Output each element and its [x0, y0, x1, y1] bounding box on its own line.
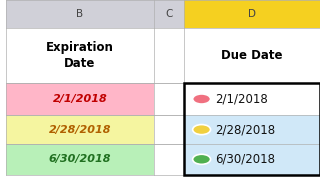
Text: B: B	[76, 9, 84, 19]
Bar	[184, 115, 320, 144]
Circle shape	[193, 94, 211, 104]
Bar	[184, 83, 320, 115]
Bar	[154, 0, 184, 28]
Bar	[154, 144, 184, 175]
Bar	[184, 144, 320, 175]
Bar	[6, 115, 154, 144]
Bar	[154, 83, 184, 115]
Text: 6/30/2018: 6/30/2018	[215, 153, 275, 166]
Text: 2/1/2018: 2/1/2018	[52, 94, 108, 104]
Bar	[6, 0, 154, 28]
Bar	[6, 144, 154, 175]
Text: 2/28/2018: 2/28/2018	[215, 123, 275, 136]
Circle shape	[193, 125, 211, 135]
Text: Expiration
Date: Expiration Date	[46, 41, 114, 70]
Text: 6/30/2018: 6/30/2018	[49, 154, 111, 164]
Bar	[6, 83, 154, 115]
Bar	[184, 28, 320, 83]
Bar	[184, 0, 320, 28]
Text: 2/1/2018: 2/1/2018	[215, 93, 268, 105]
Bar	[154, 115, 184, 144]
Bar	[154, 28, 184, 83]
Text: C: C	[165, 9, 172, 19]
Text: D: D	[248, 9, 256, 19]
Text: Due Date: Due Date	[221, 49, 283, 62]
Bar	[6, 28, 154, 83]
Bar	[184, 83, 320, 175]
Circle shape	[193, 154, 211, 164]
Text: 2/28/2018: 2/28/2018	[49, 125, 111, 135]
